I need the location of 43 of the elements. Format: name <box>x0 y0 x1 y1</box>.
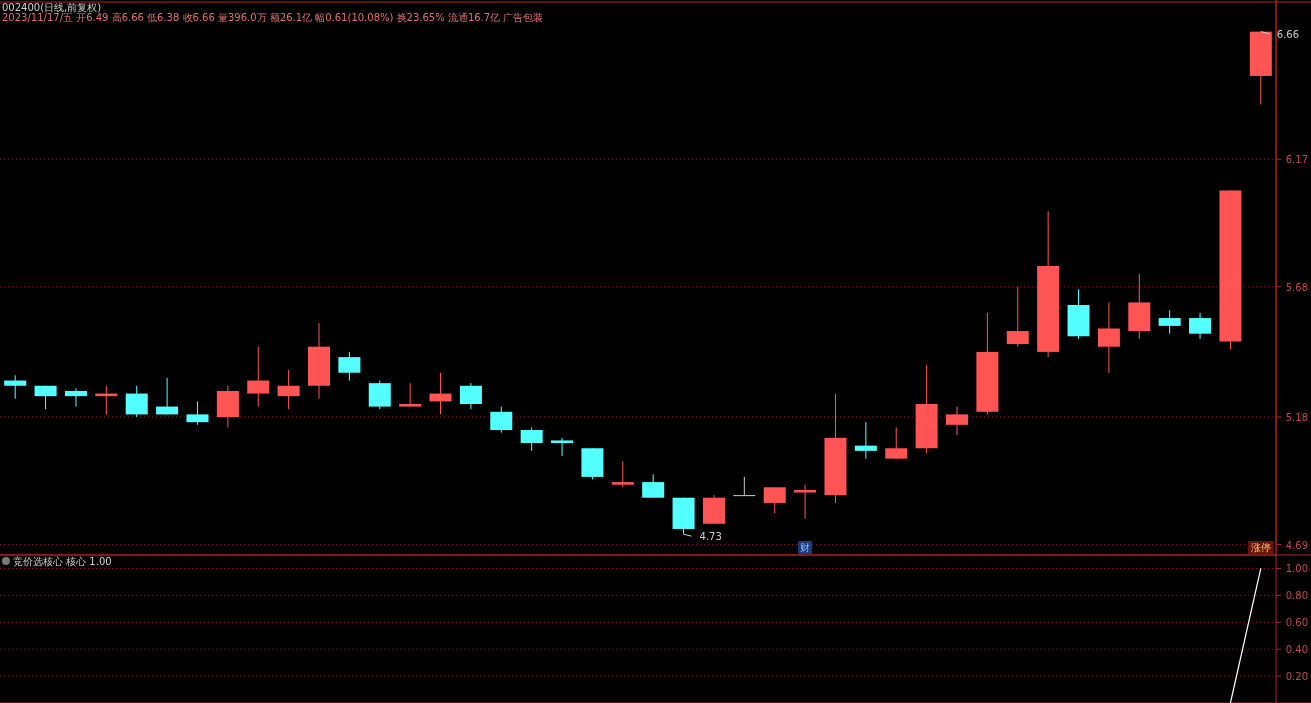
chart-title: 002400(日线,前复权) <box>2 2 102 13</box>
candlestick <box>1158 309 1181 335</box>
candlestick <box>1097 301 1120 374</box>
y-tick-label: 4.69 <box>1285 539 1308 551</box>
candlestick <box>247 346 270 408</box>
y-tick-label: 0.40 <box>1285 644 1308 656</box>
candlestick <box>733 476 756 497</box>
y-tick-label: 6.17 <box>1285 154 1308 166</box>
candlestick <box>429 372 452 415</box>
annotation: 财 <box>800 542 811 553</box>
candlestick <box>1189 312 1212 340</box>
candlestick <box>520 426 543 452</box>
candlestick <box>763 486 786 514</box>
candlestick <box>338 351 361 382</box>
candlestick <box>368 380 391 410</box>
candlestick <box>64 387 87 408</box>
candlestick <box>854 421 877 460</box>
y-tick-label: 0.20 <box>1285 671 1308 683</box>
candlestick <box>885 426 908 460</box>
candlestick <box>490 406 513 434</box>
annotation: 涨停 <box>1250 542 1271 553</box>
candlestick <box>1006 286 1029 348</box>
candlestick <box>125 385 148 418</box>
candlestick <box>186 400 209 426</box>
candlestick <box>156 377 179 415</box>
chart-title: 竞价选核心 核心 1.00 <box>13 556 112 567</box>
candlestick <box>399 382 422 408</box>
y-tick-label: 5.68 <box>1285 281 1308 293</box>
candlestick <box>794 484 817 520</box>
candlestick <box>277 369 300 410</box>
y-tick-label: 0.80 <box>1285 590 1308 602</box>
candlestick <box>946 406 968 436</box>
text: 2023/11/17/五 开6.49 高6.66 低6.38 收6.66 量396.0万 额26.1亿 幅0.61(10.08%) 换23.65% 流通16.7亿 广告包装 <box>2 12 544 23</box>
y-tick-label: 5.18 <box>1285 412 1308 423</box>
candlestick <box>551 437 574 457</box>
candlestick <box>459 382 482 410</box>
candlestick <box>4 374 27 400</box>
candlestick <box>611 460 634 488</box>
candlestick <box>642 473 665 499</box>
text: 6.66 <box>1276 28 1300 40</box>
annotation: 4.73 <box>699 531 722 543</box>
y-tick-label: 0.60 <box>1285 617 1308 629</box>
y-tick-label: 1.00 <box>1285 563 1308 575</box>
